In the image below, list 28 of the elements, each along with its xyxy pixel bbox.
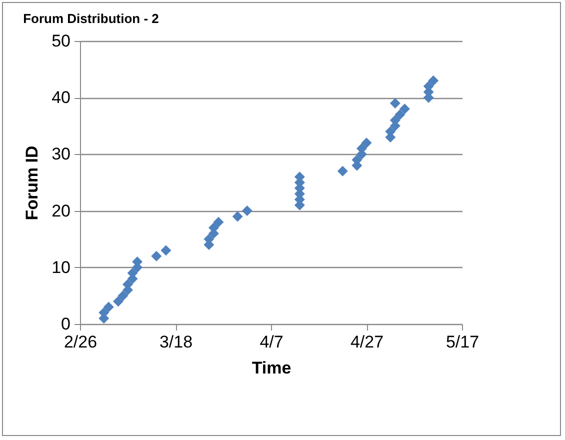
point	[390, 98, 400, 109]
point	[337, 166, 348, 176]
y-tick-label: 40	[52, 88, 70, 108]
y-tick-label: 0	[61, 314, 70, 334]
y-tick-label: 50	[52, 32, 70, 50]
x-tick-label: 4/7	[260, 332, 284, 352]
point	[394, 109, 406, 120]
point	[242, 206, 252, 216]
point	[151, 250, 162, 262]
point	[428, 75, 439, 86]
point	[118, 290, 128, 301]
x-tick-label: 2/26	[64, 332, 98, 352]
y-tick-label: 20	[52, 201, 70, 220]
point	[232, 211, 243, 222]
point	[160, 245, 172, 256]
point	[361, 138, 372, 148]
y-tick-label: 30	[52, 144, 70, 164]
x-axis-title: Time	[252, 358, 292, 378]
x-tick-label: 3/18	[159, 332, 193, 352]
point	[112, 296, 124, 307]
y-axis-title: Forum ID	[22, 146, 42, 220]
point	[103, 302, 114, 312]
point	[213, 216, 224, 228]
x-tick-label: 4/27	[350, 332, 384, 352]
y-tick-label: 10	[52, 258, 70, 277]
point	[399, 104, 410, 114]
x-tick-label: 5/17	[446, 332, 480, 352]
chart-title: Forum Distribution - 2	[23, 11, 159, 26]
